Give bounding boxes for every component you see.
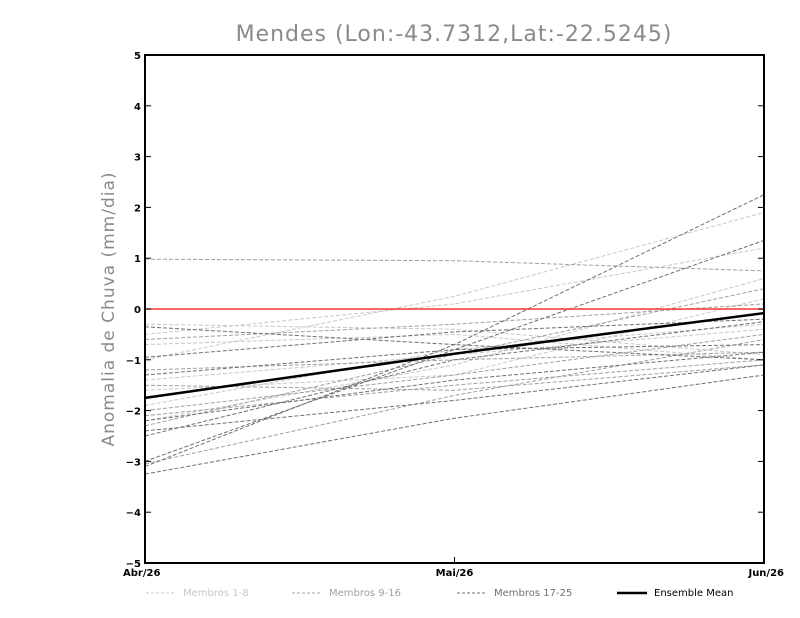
member-line-22	[144, 351, 765, 422]
member-line-17	[144, 194, 765, 467]
member-line-1	[144, 328, 765, 381]
member-line-19	[144, 374, 765, 475]
legend: Membros 1-8 Membros 9-16 Membros 17-25 Ense…	[146, 588, 733, 599]
chart-title: Mendes (Lon:-43.7312,Lat:-22.5245)	[236, 22, 673, 47]
x-tick-label: Jun/26	[747, 568, 784, 579]
member-line-13	[144, 303, 765, 340]
y-axis-label: Anomalia de Chuva (mm/dia)	[99, 171, 119, 446]
y-tick-label: −2	[126, 407, 141, 418]
x-tick-label: Mai/26	[436, 568, 474, 579]
member-line-25	[144, 321, 765, 437]
y-tick-label: 3	[134, 153, 141, 164]
y-tick-label: 2	[134, 203, 141, 214]
member-line-18	[144, 239, 765, 462]
member-line-2	[144, 212, 765, 361]
y-tick-label: −5	[126, 559, 141, 570]
y-tick-label: −1	[126, 356, 141, 367]
legend-label: Membros 1-8	[183, 588, 249, 599]
series-layer	[144, 194, 765, 475]
member-line-14	[144, 364, 765, 391]
member-line-4	[144, 333, 765, 361]
ensemble-mean-line	[144, 311, 765, 400]
member-line-15	[144, 339, 765, 465]
y-axis-ticks: −5 −4 −3 −2 −1 0 1 2 3 4 5	[126, 51, 764, 570]
member-line-9	[144, 258, 765, 272]
legend-label: Ensemble Mean	[654, 588, 733, 599]
member-line-10	[144, 359, 765, 417]
y-tick-label: −3	[126, 457, 141, 468]
y-tick-label: 1	[134, 254, 141, 265]
member-line-5	[144, 298, 765, 391]
x-axis-ticks: Abr/26 Mai/26 Jun/26	[123, 557, 784, 579]
member-line-20	[144, 326, 765, 361]
mean-layer	[144, 311, 765, 400]
y-tick-label: 0	[134, 305, 141, 316]
member-line-6	[144, 247, 765, 335]
member-line-23	[144, 364, 765, 432]
y-tick-label: 5	[134, 51, 141, 62]
member-line-21	[144, 318, 765, 358]
x-tick-label: Abr/26	[123, 568, 160, 579]
member-line-16	[144, 333, 765, 412]
y-tick-label: 4	[134, 102, 141, 113]
y-tick-label: −4	[126, 508, 141, 519]
legend-label: Membros 9-16	[329, 588, 401, 599]
legend-label: Membros 17-25	[494, 588, 572, 599]
member-line-24	[144, 344, 765, 376]
